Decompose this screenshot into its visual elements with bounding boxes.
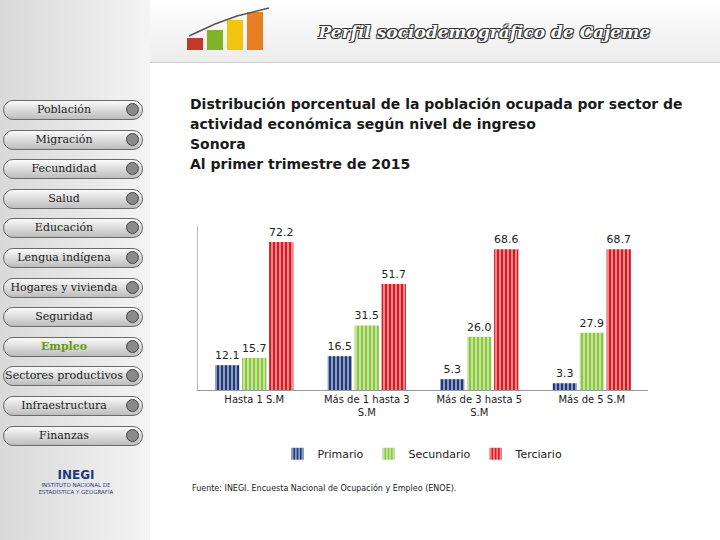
html-text:INEGI: INEGI bbox=[57, 468, 95, 482]
svg-text:5.3: 5.3 bbox=[444, 363, 462, 376]
html-text:Población: Población bbox=[37, 103, 91, 116]
svg-text:15.7: 15.7 bbox=[242, 342, 266, 355]
html-text:Migración: Migración bbox=[35, 132, 93, 146]
svg-text:68.6: 68.6 bbox=[494, 233, 518, 246]
svg-text:Primario: Primario bbox=[318, 448, 364, 461]
svg-text:Más de 1 hasta 3S.M: Más de 1 hasta 3S.M bbox=[324, 394, 410, 418]
svg-text:31.5: 31.5 bbox=[355, 309, 379, 322]
html-text:Empleo: Empleo bbox=[40, 339, 88, 353]
html-text:Seguridad: Seguridad bbox=[35, 310, 93, 324]
html-text:Perfil sociodemográfico de Caj: Perfil sociodemográfico de Cajeme bbox=[318, 22, 650, 42]
svg-text:16.5: 16.5 bbox=[328, 340, 352, 353]
html-text:Al primer trimestre de 2015: Al primer trimestre de 2015 bbox=[190, 156, 411, 172]
svg-text:26.0: 26.0 bbox=[467, 321, 491, 334]
svg-text:72.2: 72.2 bbox=[269, 226, 293, 239]
html-text:Fecundidad: Fecundidad bbox=[31, 162, 97, 176]
html-text:Lengua indígena: Lengua indígena bbox=[17, 251, 111, 264]
html-text:Fuente: INEGI. Encuesta Nacion: Fuente: INEGI. Encuesta Nacional de Ocup… bbox=[192, 484, 457, 493]
svg-text:51.7: 51.7 bbox=[382, 268, 406, 281]
html-text:Infraestructura: Infraestructura bbox=[21, 399, 107, 412]
html-text:Finanzas: Finanzas bbox=[39, 428, 89, 442]
svg-text:Secundario: Secundario bbox=[409, 448, 471, 461]
svg-text:Más de 3 hasta 5S.M: Más de 3 hasta 5S.M bbox=[436, 394, 522, 418]
svg-text:27.9: 27.9 bbox=[580, 317, 604, 330]
svg-text:3.3: 3.3 bbox=[556, 367, 574, 380]
html-text:Educación: Educación bbox=[34, 221, 94, 235]
html-text:Sonora: Sonora bbox=[190, 136, 246, 152]
svg-text:Más de 5 S.M: Más de 5 S.M bbox=[558, 394, 625, 405]
html-text:Salud: Salud bbox=[48, 191, 80, 205]
svg-text:Terciario: Terciario bbox=[515, 448, 562, 461]
html-text:INSTITUTO NACIONAL DE ESTADÍST: INSTITUTO NACIONAL DE ESTADÍSTICA Y GEOG… bbox=[38, 482, 114, 495]
html-text:Distribución porcentual de la: Distribución porcentual de la población … bbox=[190, 96, 683, 132]
svg-text:12.1: 12.1 bbox=[215, 349, 239, 362]
html-text:Hogares y vivienda: Hogares y vivienda bbox=[10, 280, 118, 294]
svg-text:Hasta 1 S.M: Hasta 1 S.M bbox=[224, 394, 284, 405]
html-text:Sectores productivos: Sectores productivos bbox=[5, 369, 123, 383]
svg-text:68.7: 68.7 bbox=[607, 233, 631, 246]
